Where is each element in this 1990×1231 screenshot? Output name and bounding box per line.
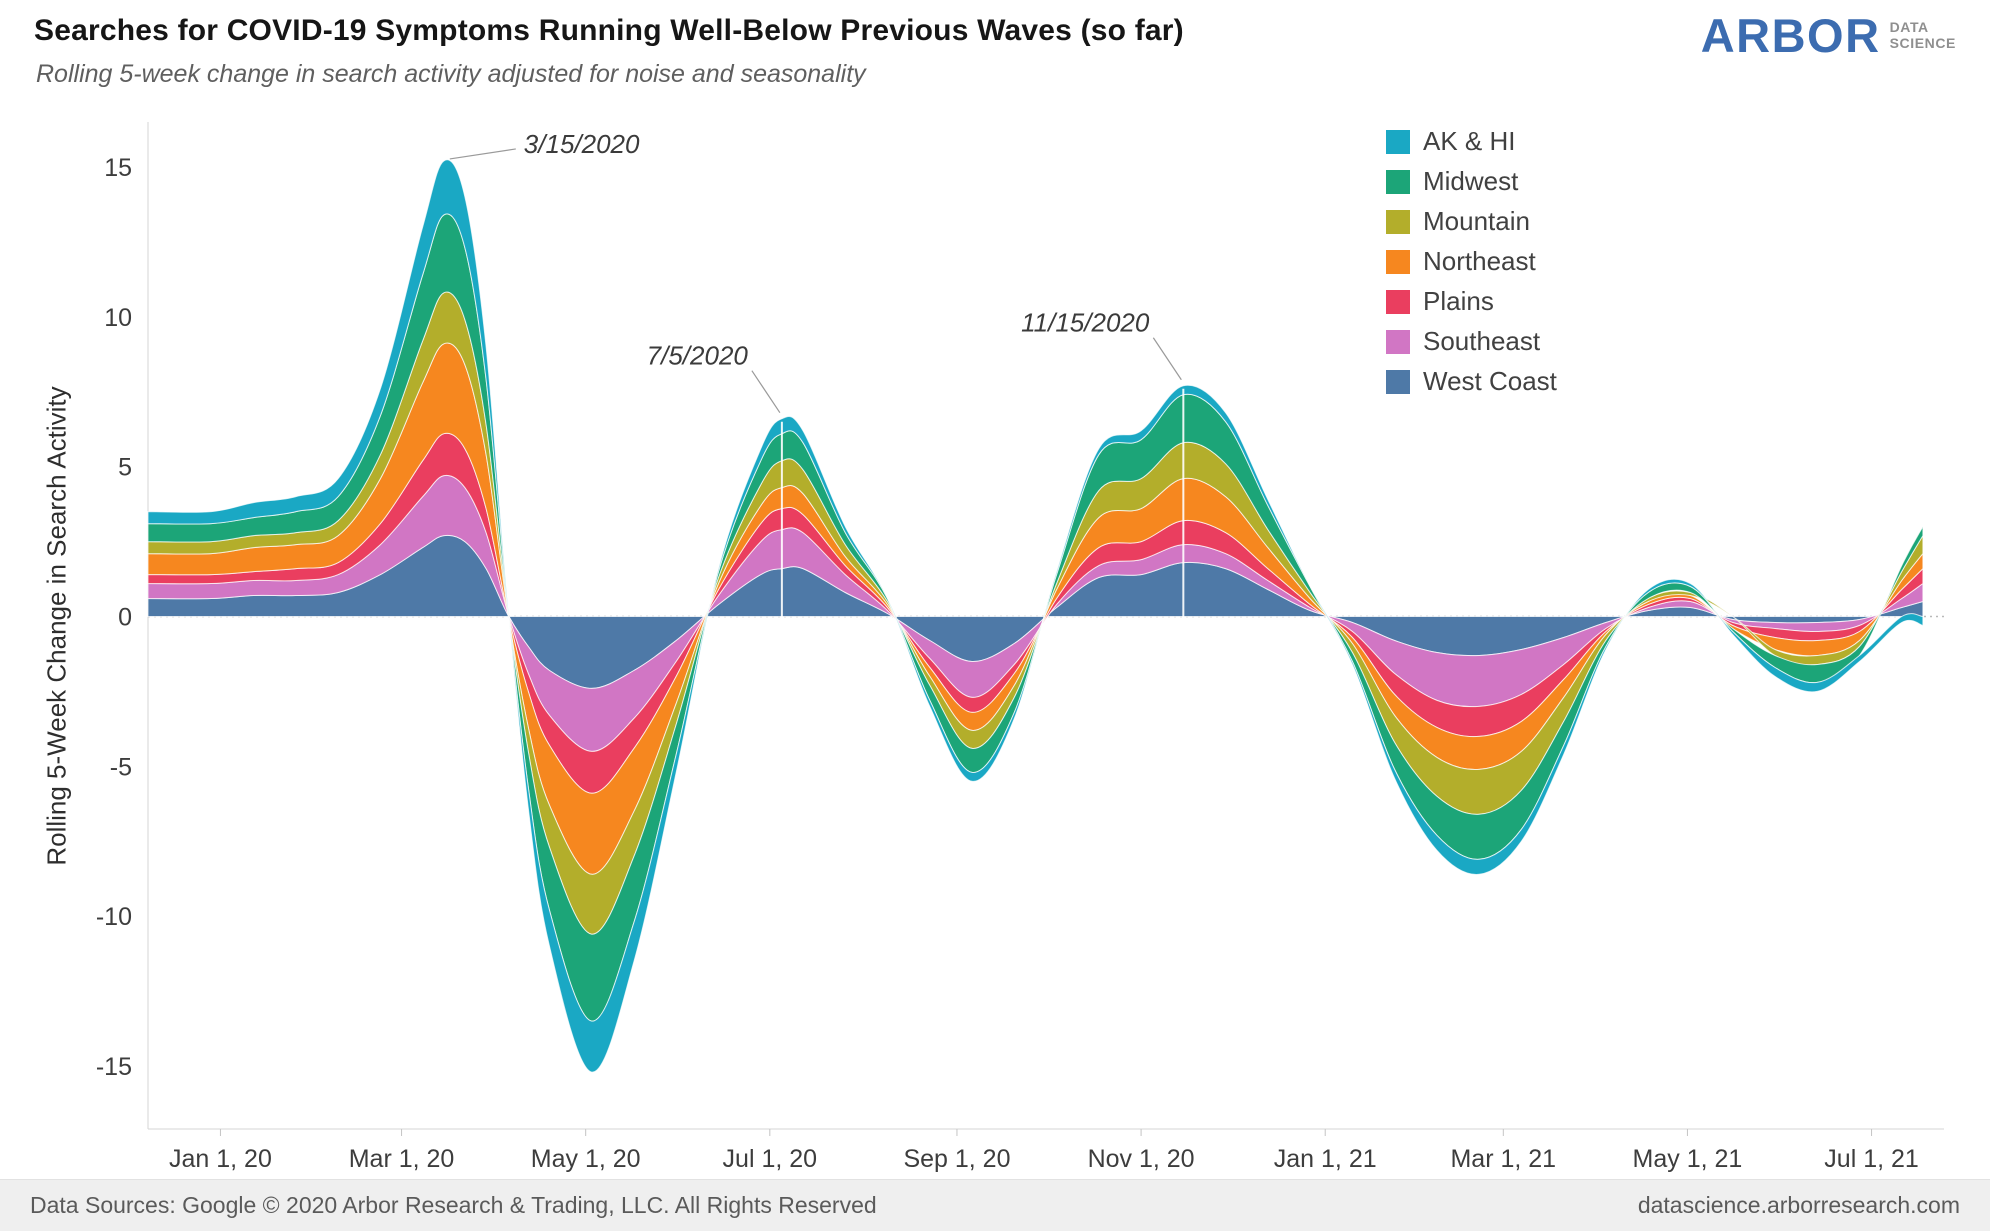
x-tick-label: Jan 1, 21 — [1274, 1145, 1377, 1173]
y-tick-label: -15 — [96, 1053, 132, 1081]
legend-swatch — [1386, 209, 1410, 234]
legend-label: Mountain — [1423, 206, 1530, 236]
x-tick-label: May 1, 21 — [1633, 1145, 1743, 1173]
arbor-logo: ARBOR DATA SCIENCE — [1701, 12, 1956, 59]
legend-item-mountain[interactable]: Mountain — [1386, 206, 1557, 237]
annotation-label: 3/15/2020 — [524, 129, 640, 159]
x-tick-label: Mar 1, 20 — [349, 1145, 455, 1173]
legend-item-plains[interactable]: Plains — [1386, 286, 1557, 317]
annotation-label: 11/15/2020 — [1021, 308, 1150, 338]
legend-item-northeast[interactable]: Northeast — [1386, 246, 1557, 277]
chart-title: Searches for COVID-19 Symptoms Running W… — [34, 14, 1184, 47]
y-axis-title: Rolling 5-Week Change in Search Activity — [41, 386, 72, 866]
footer-website-link[interactable]: datascience.arborresearch.com — [1637, 1192, 1960, 1218]
y-tick-label: -10 — [96, 903, 132, 931]
legend-swatch — [1386, 169, 1410, 194]
annotation-leader-line — [751, 370, 781, 414]
legend-swatch — [1386, 289, 1410, 314]
x-tick-label: Mar 1, 21 — [1450, 1145, 1556, 1173]
legend-item-midwest[interactable]: Midwest — [1386, 166, 1557, 197]
legend-item-ak-hi[interactable]: AK & HI — [1386, 126, 1557, 157]
area-series-west-coast[interactable] — [147, 534, 1924, 689]
chart-subtitle: Rolling 5-week change in search activity… — [36, 60, 866, 88]
legend-label: Northeast — [1423, 246, 1536, 276]
legend-label: AK & HI — [1423, 126, 1516, 156]
legend-item-west-coast[interactable]: West Coast — [1386, 366, 1557, 397]
area-series-ak-hi[interactable] — [147, 159, 1924, 1073]
x-tick-label: Jan 1, 20 — [169, 1145, 272, 1173]
y-tick-label: 15 — [104, 154, 132, 182]
annotation-leader-line — [1152, 337, 1182, 381]
legend-swatch — [1386, 129, 1410, 154]
y-tick-label: 0 — [118, 604, 132, 632]
annotation-label: 7/5/2020 — [647, 341, 749, 371]
logo-brand-text: ARBOR — [1700, 9, 1881, 62]
footer: Data Sources: Google © 2020 Arbor Resear… — [0, 1179, 1990, 1231]
logo-tagline: DATA SCIENCE — [1889, 19, 1956, 51]
legend-label: Midwest — [1423, 166, 1519, 196]
y-tick-label: 5 — [118, 454, 132, 482]
legend-item-southeast[interactable]: Southeast — [1386, 326, 1557, 357]
legend-swatch — [1386, 249, 1410, 274]
legend-label: Plains — [1423, 286, 1494, 316]
logo-tag-line1: DATA — [1889, 19, 1929, 36]
footer-data-sources: Data Sources: Google © 2020 Arbor Resear… — [30, 1192, 877, 1218]
x-tick-label: Jul 1, 21 — [1824, 1145, 1919, 1173]
x-tick-label: Jul 1, 20 — [723, 1145, 818, 1173]
legend-label: West Coast — [1423, 366, 1557, 396]
x-tick-label: May 1, 20 — [531, 1145, 641, 1173]
legend: AK & HI Midwest Mountain Northeast Plains Sou… — [1386, 126, 1557, 397]
legend-swatch — [1386, 369, 1410, 394]
y-tick-label: -5 — [110, 753, 132, 781]
annotation-leader-line — [449, 148, 516, 160]
legend-label: Southeast — [1423, 326, 1541, 356]
x-tick-label: Nov 1, 20 — [1088, 1145, 1195, 1173]
legend-swatch — [1386, 329, 1410, 354]
logo-tag-line2: SCIENCE — [1889, 34, 1956, 51]
x-tick-label: Sep 1, 20 — [903, 1145, 1010, 1173]
y-tick-label: 10 — [104, 304, 132, 332]
